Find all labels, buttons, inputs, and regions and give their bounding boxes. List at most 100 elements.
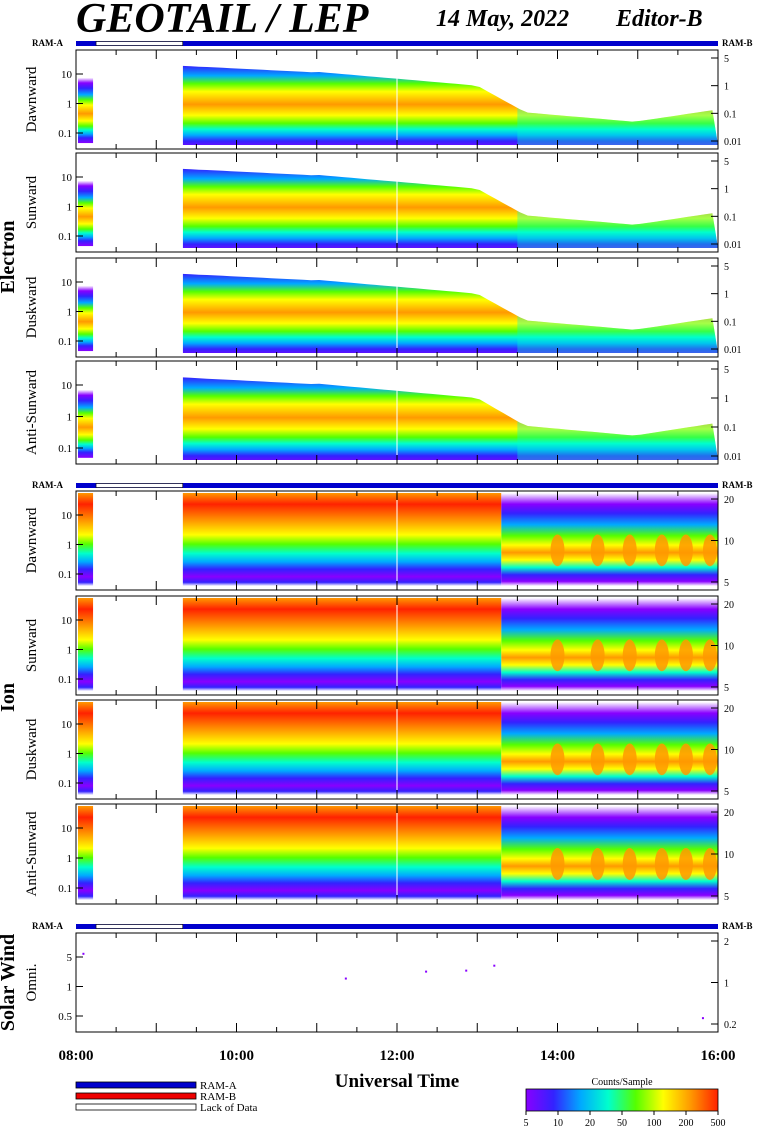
panel-label: Duskward <box>24 718 40 780</box>
data-gap <box>93 933 183 1032</box>
panel-label: Sunward <box>24 175 40 229</box>
panel-label: Sunward <box>24 618 40 672</box>
y-tick-label-right: 10 <box>724 642 734 653</box>
spectrum-feature <box>622 743 637 776</box>
y-tick-label: 10 <box>61 277 73 289</box>
spectrum-feature <box>702 848 717 880</box>
y-tick-label-right: 20 <box>724 704 734 715</box>
spectrum-segment <box>78 180 95 247</box>
lack-of-data-bar <box>95 924 184 929</box>
y-tick-label-right: 0.01 <box>724 240 742 251</box>
spectrum-feature <box>702 639 717 672</box>
y-tick-label: 10 <box>61 510 73 522</box>
spectrum-segment <box>182 598 502 691</box>
plot-area: RAM-A RAM-BElectron1010.1510.10.01Dawnwar… <box>0 38 753 1128</box>
group-solar-wind: RAM-A RAM-B Solar Wind <box>0 921 753 1031</box>
spectrum-segment <box>78 389 95 458</box>
y-tick-label-right: 10 <box>724 537 734 548</box>
data-gap <box>93 804 183 904</box>
y-tick-label: 1 <box>67 853 73 865</box>
data-gap <box>93 361 183 464</box>
y-tick-label: 0.1 <box>58 128 72 140</box>
y-tick-label-right: 0.01 <box>724 452 742 463</box>
panel-background <box>76 933 718 1032</box>
y-tick-label: 1 <box>67 307 73 319</box>
y-tick-label-right: 5 <box>724 892 729 903</box>
y-tick-label: 10 <box>61 719 73 731</box>
y-tick-label-right: 10 <box>724 850 734 861</box>
y-tick-label-right: 10 <box>724 746 734 757</box>
x-tick-label: 12:00 <box>380 1048 415 1064</box>
ram-a-bar <box>76 483 718 488</box>
spectrum-feature <box>654 639 669 672</box>
data-gap <box>93 50 183 149</box>
spectrum-feature <box>622 534 637 567</box>
y-tick-label: 0.1 <box>58 231 72 243</box>
spectrum-segment <box>182 806 502 900</box>
panel-electron-duskward: 10 1 0.1 5 1 0.1 0.01 Duskward <box>24 257 742 358</box>
y-tick-label: 1 <box>67 982 73 994</box>
y-tick-label: 0.1 <box>58 569 72 581</box>
data-point <box>493 964 496 967</box>
colorbar-tick-label: 500 <box>711 1118 726 1128</box>
y-tick-label-right: 0.1 <box>724 212 737 223</box>
y-tick-label-right: 1 <box>724 185 729 196</box>
spectrum-feature <box>590 743 605 776</box>
group-ion: RAM-A RAM-B Ion <box>0 480 753 712</box>
y-tick-label-right: 1 <box>724 290 729 301</box>
y-tick-label: 1 <box>67 99 73 111</box>
data-gap <box>93 700 183 799</box>
data-point <box>425 970 428 973</box>
panel-label: Dawnward <box>24 66 40 132</box>
y-tick-label: 10 <box>61 380 73 392</box>
panel-label: Dawnward <box>24 507 40 573</box>
legend-label: RAM-A <box>200 1080 237 1092</box>
y-tick-label-right: 20 <box>724 495 734 506</box>
y-tick-label-right: 1 <box>724 979 729 990</box>
y-tick-label-right: 5 <box>724 262 729 273</box>
colorbar-tick-label: 5 <box>524 1118 529 1128</box>
colorbar-tick-label: 50 <box>617 1118 627 1128</box>
spectrum-segment <box>78 285 95 352</box>
spectrum-feature <box>678 848 693 880</box>
ram-b-label: RAM-B <box>722 480 753 490</box>
y-tick-label-right: 5 <box>724 683 729 694</box>
ram-b-label: RAM-B <box>722 38 753 48</box>
spectrum-feature <box>622 639 637 672</box>
ram-a-bar <box>76 924 718 929</box>
ram-a-label: RAM-A <box>32 38 63 48</box>
figure-date: 14 May, 2022 <box>436 6 569 32</box>
data-gap <box>93 596 183 695</box>
legend-label: Lack of Data <box>200 1102 258 1114</box>
y-tick-label: 0.5 <box>58 1011 72 1023</box>
panel-electron-sunward: 10 1 0.1 5 1 0.1 0.01 Sunward <box>24 152 742 253</box>
legend-swatch <box>75 1103 197 1111</box>
group-label: Ion <box>0 683 19 712</box>
y-tick-label: 10 <box>61 615 73 627</box>
panel-ion-anti-sunward: 10 1 0.1 20 10 5 Anti-Sunward <box>24 803 734 905</box>
lack-of-data-bar <box>95 483 184 488</box>
spectrum-feature <box>590 534 605 567</box>
x-axis-label: Universal Time <box>335 1071 459 1092</box>
y-tick-label-right: 1 <box>724 82 729 93</box>
y-tick-label: 10 <box>61 69 73 81</box>
figure-editor: Editor-B <box>615 6 703 32</box>
x-tick-label: 14:00 <box>540 1048 575 1064</box>
data-gap <box>93 491 183 590</box>
ram-a-bar <box>76 41 718 46</box>
y-tick-label: 1 <box>67 202 73 214</box>
spectrum-feature <box>702 743 717 776</box>
data-gap <box>93 258 183 357</box>
data-point <box>465 969 468 972</box>
spectrum-segment <box>78 806 95 900</box>
y-tick-label: 10 <box>61 823 73 835</box>
panel-ion-duskward: 10 1 0.1 20 10 5 Duskward <box>24 699 734 800</box>
y-tick-label-right: 0.1 <box>724 317 737 328</box>
y-tick-label-right: 20 <box>724 808 734 819</box>
y-tick-label: 5 <box>67 952 73 964</box>
panel-label: Omni. <box>24 964 40 1002</box>
spectrum-segment <box>78 493 95 586</box>
spectrum-segment <box>78 598 95 691</box>
